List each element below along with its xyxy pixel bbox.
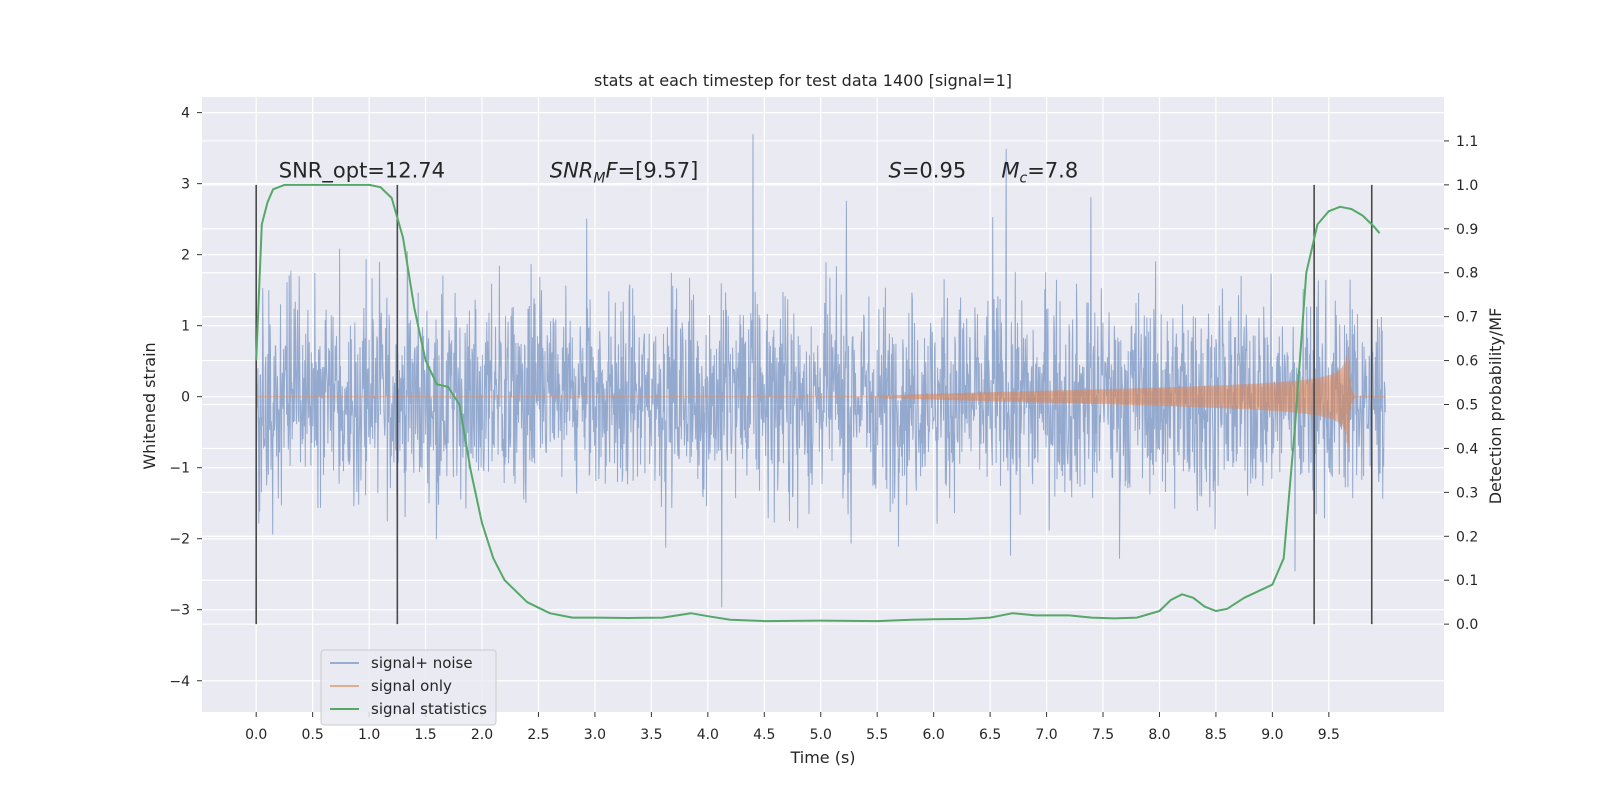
x-tick-label: 2.0 (471, 727, 493, 743)
x-tick-label: 0.0 (245, 727, 267, 743)
y-axis-label-left: Whitened strain (140, 342, 159, 469)
y-tick-label-right: 0.0 (1456, 617, 1478, 633)
y-tick-label-right: 1.1 (1456, 134, 1478, 150)
annotation-s: S=0.95 (888, 159, 966, 183)
legend-label-signal-only: signal only (371, 677, 452, 695)
legend: signal+ noise signal only signal statist… (320, 649, 497, 726)
x-tick-label: 3.0 (584, 727, 606, 743)
y-tick-label-left: 4 (181, 106, 190, 122)
y-tick-label-left: −3 (169, 603, 190, 619)
x-tick-label: 9.5 (1318, 727, 1340, 743)
y-tick-label-left: 2 (181, 248, 190, 264)
y-tick-label-left: −1 (169, 461, 190, 477)
x-tick-label: 6.5 (979, 727, 1001, 743)
x-tick-label: 1.5 (414, 727, 436, 743)
chart-title: stats at each timestep for test data 140… (594, 71, 1012, 90)
x-tick-label: 4.5 (753, 727, 775, 743)
x-tick-label: 8.5 (1205, 727, 1227, 743)
y-tick-label-right: 0.4 (1456, 441, 1478, 457)
legend-box (320, 649, 497, 726)
y-tick-label-left: 1 (181, 319, 190, 335)
y-tick-label-right: 0.2 (1456, 529, 1478, 545)
y-tick-label-left: 0 (181, 390, 190, 406)
y-tick-label-right: 0.1 (1456, 573, 1478, 589)
x-tick-label: 8.0 (1148, 727, 1170, 743)
y-tick-label-right: 0.9 (1456, 222, 1478, 238)
x-axis-label: Time (s) (789, 748, 855, 767)
x-tick-label: 1.0 (358, 727, 380, 743)
x-tick-label: 5.0 (810, 727, 832, 743)
y-tick-label-right: 0.7 (1456, 310, 1478, 326)
y-tick-label-right: 1.0 (1456, 178, 1478, 194)
x-tick-label: 9.0 (1261, 727, 1283, 743)
x-tick-label: 5.5 (866, 727, 888, 743)
annotations: SNR_opt=12.74 SNRMF=[9.57] S=0.95 Mc=7.8 (279, 159, 1078, 187)
legend-label-signal-statistics: signal statistics (371, 700, 487, 718)
x-tick-label: 2.5 (527, 727, 549, 743)
series-signal-noise (255, 134, 1386, 608)
annotation-snr-opt: SNR_opt=12.74 (279, 159, 445, 184)
legend-label-signal-noise: signal+ noise (371, 654, 473, 672)
y-tick-label-right: 0.3 (1456, 485, 1478, 501)
series-signal-statistics (255, 183, 1381, 623)
y-tick-label-left: 3 (181, 177, 190, 193)
y-tick-label-right: 0.6 (1456, 354, 1478, 370)
series-layer (255, 134, 1386, 625)
x-tick-label: 7.5 (1092, 727, 1114, 743)
x-tick-label: 6.0 (923, 727, 945, 743)
tick-labels: 0.0 0.5 1.0 1.5 2.0 2.5 3.0 3.5 4.0 4.5 5.0 5.5 6.0 6… (169, 106, 1478, 743)
x-tick-label: 7.0 (1035, 727, 1057, 743)
x-tick-label: 0.5 (302, 727, 324, 743)
annotation-mc: Mc=7.8 (1001, 159, 1078, 187)
x-tick-label: 4.0 (697, 727, 719, 743)
y-tick-label-right: 0.8 (1456, 266, 1478, 282)
annotation-snr-mf: SNRMF=[9.57] (550, 159, 699, 187)
y-tick-label-left: −2 (169, 532, 190, 548)
y-tick-label-left: −4 (169, 674, 190, 690)
series-signal-only (256, 340, 1386, 447)
y-axis-label-right: Detection probability/MF (1486, 308, 1505, 505)
x-tick-label: 3.5 (640, 727, 662, 743)
y-tick-label-right: 0.5 (1456, 398, 1478, 414)
